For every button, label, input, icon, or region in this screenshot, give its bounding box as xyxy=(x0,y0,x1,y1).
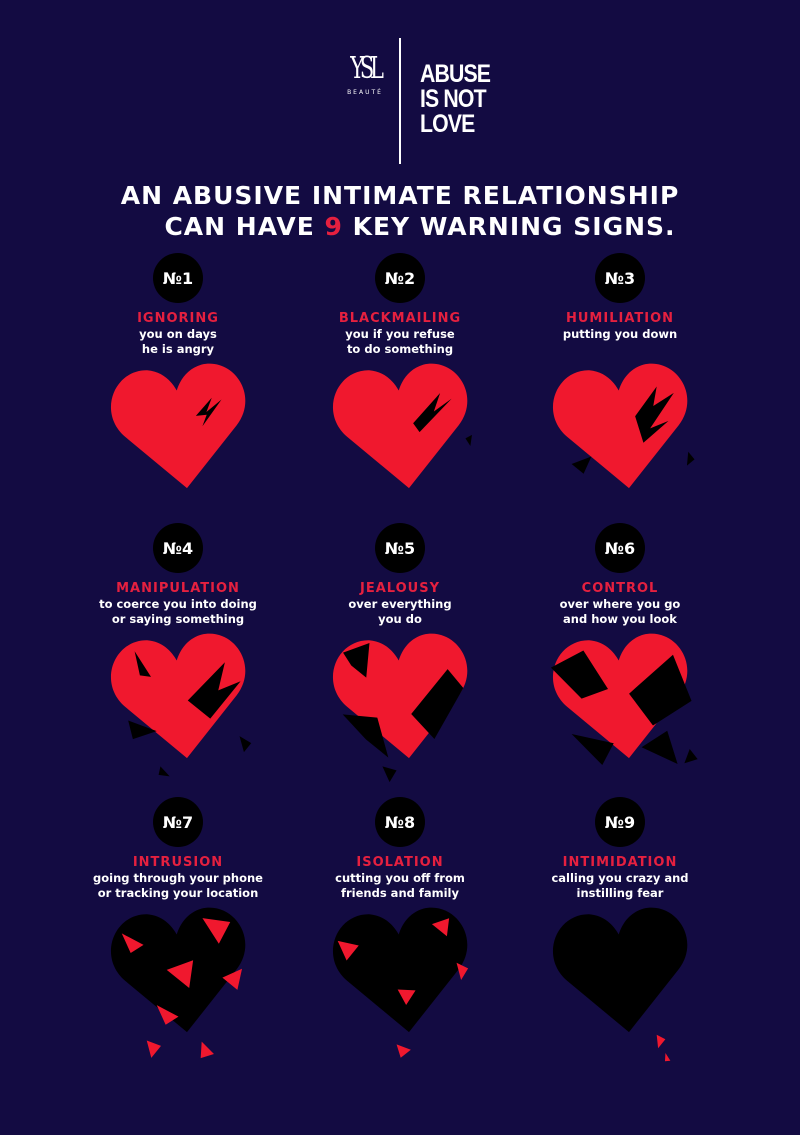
heart-shape xyxy=(332,363,468,489)
headline-line-1: AN ABUSIVE INTIMATE RELATIONSHIP xyxy=(120,181,680,210)
beaute-label: BEAUTÉ xyxy=(347,89,383,96)
broken-heart-icon xyxy=(110,907,246,1059)
campaign-line: ABUSE xyxy=(420,60,491,88)
ysl-monogram: YSL xyxy=(350,51,384,86)
sign-description: cutting you off from friends and family xyxy=(335,871,465,900)
sign-title: MANIPULATION xyxy=(116,581,240,596)
warning-sign-1: №1 IGNORING you on days he is angry xyxy=(68,253,288,357)
sign-description: over where you go and how you look xyxy=(559,597,681,626)
heart-crack xyxy=(413,393,472,447)
warning-sign-7: №7 INTRUSION going through your phone or… xyxy=(68,797,288,901)
sign-title: JEALOUSY xyxy=(360,581,440,596)
broken-heart-icon xyxy=(332,633,468,783)
headline-text: CAN HAVE xyxy=(164,212,325,241)
campaign-title: ABUSE IS NOT LOVE xyxy=(420,60,491,138)
sign-number-badge: №8 xyxy=(375,797,425,847)
sign-description: you on days he is angry xyxy=(139,327,217,356)
warning-sign-8: №8 ISOLATION cutting you off from friend… xyxy=(290,797,510,901)
sign-number-badge: №7 xyxy=(153,797,203,847)
broken-heart-icon xyxy=(110,633,252,777)
broken-heart-icon xyxy=(552,907,688,1062)
broken-heart-icon xyxy=(110,363,246,489)
heart-crack xyxy=(550,650,698,766)
campaign-line: LOVE xyxy=(420,110,475,138)
ysl-logo: YSL BEAUTÉ xyxy=(340,51,390,165)
campaign-line: IS NOT xyxy=(420,85,487,113)
sign-description: putting you down xyxy=(562,327,678,341)
sign-title: IGNORING xyxy=(137,311,219,326)
heart-shard xyxy=(656,1034,671,1062)
heart-crack xyxy=(195,397,222,427)
sign-number-badge: №3 xyxy=(595,253,645,303)
sign-number-badge: №5 xyxy=(375,523,425,573)
sign-title: INTIMIDATION xyxy=(562,855,678,870)
warning-sign-5: №5 JEALOUSY over everything you do xyxy=(290,523,510,627)
headline-number: 9 xyxy=(324,212,343,241)
warning-sign-9: №9 INTIMIDATION calling you crazy and in… xyxy=(510,797,730,901)
broken-heart-icon xyxy=(550,633,698,766)
warning-sign-3: №3 HUMILIATION putting you down xyxy=(510,253,730,342)
sign-title: CONTROL xyxy=(581,581,659,596)
heart-shape xyxy=(110,363,246,489)
heart-shape xyxy=(552,363,688,489)
sign-description: calling you crazy and instilling fear xyxy=(551,871,689,900)
headline-text: KEY WARNING SIGNS. xyxy=(342,212,676,241)
sign-description: to coerce you into doing or saying somet… xyxy=(99,597,257,626)
sign-number-badge: №1 xyxy=(153,253,203,303)
sign-title: INTRUSION xyxy=(132,855,224,870)
warning-sign-4: №4 MANIPULATION to coerce you into doing… xyxy=(68,523,288,627)
heart-crack xyxy=(342,643,464,783)
sign-number-badge: №9 xyxy=(595,797,645,847)
heart-crack xyxy=(128,651,252,777)
sign-description: going through your phone or tracking you… xyxy=(93,871,263,900)
broken-heart-icon xyxy=(552,363,695,489)
warning-sign-6: №6 CONTROL over where you go and how you… xyxy=(510,523,730,627)
sign-title: ISOLATION xyxy=(356,855,444,870)
sign-number-badge: №2 xyxy=(375,253,425,303)
heart-shape xyxy=(110,633,246,759)
logo-divider xyxy=(399,38,401,164)
sign-description: you if you refuse to do something xyxy=(345,327,455,356)
heart-shape xyxy=(552,907,688,1033)
sign-number-badge: №6 xyxy=(595,523,645,573)
sign-title: BLACKMAILING xyxy=(338,311,462,326)
heart-crack xyxy=(571,386,695,474)
sign-description: over everything you do xyxy=(348,597,452,626)
broken-heart-icon xyxy=(332,907,469,1058)
sign-title: HUMILIATION xyxy=(565,311,675,326)
sign-number-badge: №4 xyxy=(153,523,203,573)
headline: AN ABUSIVE INTIMATE RELATIONSHIP CAN HAV… xyxy=(0,180,800,242)
headline-line-2: CAN HAVE 9 KEY WARNING SIGNS. xyxy=(0,211,800,242)
warning-sign-2: №2 BLACKMAILING you if you refuse to do … xyxy=(290,253,510,357)
broken-heart-icon xyxy=(332,363,472,489)
heart-shape xyxy=(332,907,468,1033)
